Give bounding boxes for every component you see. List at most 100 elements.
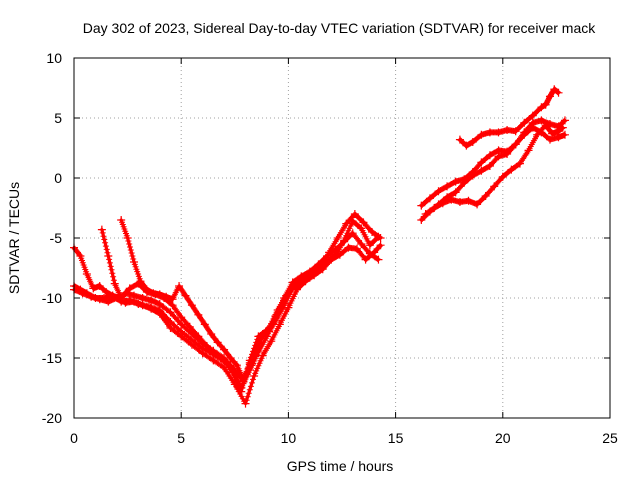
data-point: [533, 130, 542, 139]
data-point: [117, 216, 126, 224]
data-point: [130, 291, 139, 300]
data-point: [142, 285, 151, 294]
data-point: [305, 273, 314, 282]
data-point: [82, 270, 91, 278]
data-point: [155, 309, 164, 318]
data-point: [147, 304, 156, 313]
data-point: [520, 128, 529, 137]
data-point: [477, 158, 486, 167]
data-point: [76, 252, 85, 260]
data-point: [554, 127, 563, 136]
y-tick-label: 10: [46, 50, 62, 66]
data-point: [333, 234, 342, 242]
data-point: [340, 236, 349, 245]
series-8: [421, 121, 567, 218]
series-markers: [418, 124, 568, 223]
series-5: [117, 216, 293, 384]
data-point: [462, 141, 471, 150]
data-point: [108, 291, 117, 300]
data-point: [374, 255, 383, 264]
data-point: [443, 182, 452, 191]
data-point: [121, 298, 130, 307]
data-point: [524, 146, 533, 155]
data-point: [226, 354, 235, 362]
data-point: [541, 121, 550, 130]
y-tick-label: -10: [42, 290, 62, 306]
data-point: [322, 258, 331, 266]
data-point: [220, 345, 229, 354]
data-point: [147, 296, 156, 305]
data-point: [87, 292, 96, 301]
data-point: [284, 303, 293, 312]
data-point: [550, 85, 559, 94]
data-point: [271, 316, 280, 325]
data-point: [485, 128, 494, 137]
data-point: [277, 304, 286, 313]
data-point: [104, 252, 113, 260]
data-point: [417, 201, 426, 210]
data-point: [258, 330, 267, 338]
data-point: [252, 345, 261, 354]
series-line: [424, 123, 565, 216]
data-point: [177, 332, 186, 341]
x-axis-label: GPS time / hours: [287, 458, 394, 474]
data-point: [123, 234, 132, 242]
data-point: [117, 294, 126, 302]
data-point: [314, 266, 323, 275]
data-point: [95, 282, 104, 290]
data-point: [447, 195, 456, 204]
data-point: [97, 225, 106, 234]
data-point: [104, 297, 113, 306]
plot-frame: [73, 57, 611, 419]
y-tick-label: -20: [42, 410, 62, 426]
data-point: [265, 327, 274, 336]
data-point: [425, 194, 434, 203]
data-point: [175, 282, 184, 290]
data-point: [353, 244, 362, 253]
data-point: [202, 342, 211, 350]
x-tick-label: 15: [388, 430, 404, 446]
data-point: [455, 198, 464, 206]
data-point: [537, 116, 546, 125]
data-point: [417, 216, 426, 224]
data-point: [297, 279, 306, 288]
data-point: [438, 199, 447, 208]
data-point: [241, 399, 250, 408]
grid: [74, 58, 610, 418]
series-line: [72, 243, 383, 406]
data-point: [451, 177, 460, 186]
x-tick-label: 10: [281, 430, 297, 446]
data-point: [187, 301, 196, 310]
data-series: [70, 85, 569, 408]
data-point: [149, 289, 158, 298]
data-point: [275, 320, 284, 329]
data-point: [554, 88, 563, 97]
data-point: [331, 250, 340, 259]
data-point: [220, 356, 229, 365]
data-point: [232, 361, 241, 370]
data-point: [348, 217, 357, 226]
data-point: [468, 168, 477, 176]
data-point: [376, 241, 385, 250]
data-point: [528, 111, 537, 120]
data-point: [434, 187, 443, 196]
data-point: [503, 126, 512, 134]
data-point: [477, 130, 486, 139]
data-point: [198, 349, 207, 358]
data-point: [237, 387, 246, 396]
y-tick-label: -15: [42, 350, 62, 366]
data-point: [368, 228, 377, 236]
data-point: [344, 243, 353, 252]
x-tick-label: 20: [495, 430, 511, 446]
data-point: [560, 130, 569, 139]
data-point: [548, 129, 557, 138]
data-point: [245, 358, 254, 367]
data-point: [357, 224, 366, 233]
data-point: [194, 332, 203, 341]
y-axis-label: SDTVAR / TECUs: [6, 182, 22, 294]
data-point: [507, 165, 516, 174]
data-point: [250, 372, 259, 380]
y-tick-label: 5: [54, 110, 62, 126]
data-point: [490, 182, 499, 191]
data-point: [558, 123, 567, 132]
